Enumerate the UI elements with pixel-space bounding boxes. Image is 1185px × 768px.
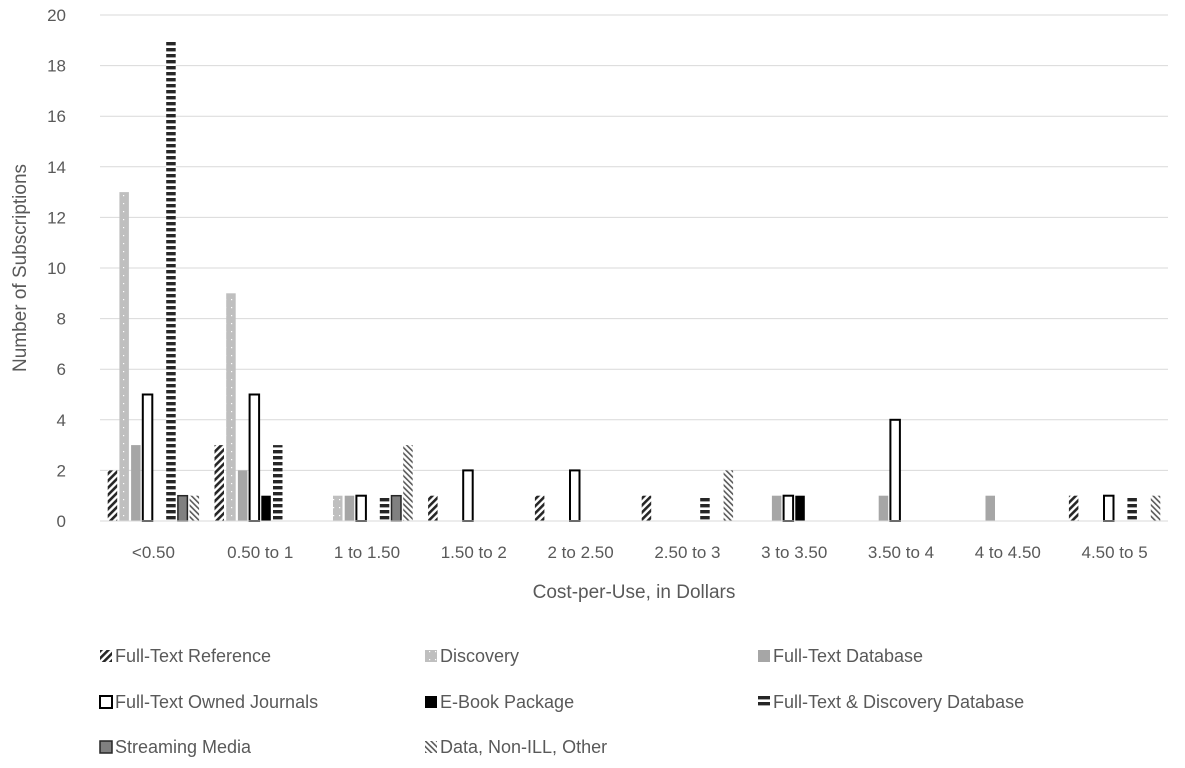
x-tick-label: 3.50 to 4 [868, 543, 934, 562]
bar [189, 495, 200, 521]
x-tick-label: 3 to 3.50 [761, 543, 827, 562]
bar [641, 495, 652, 521]
legend-swatch [99, 695, 113, 709]
y-tick-label: 20 [47, 6, 66, 25]
legend-label: Full-Text Reference [115, 646, 271, 666]
y-tick-label: 18 [47, 57, 66, 76]
x-axis-ticks: <0.50 0.50 to 1 1 to 1.50 1.50 to 2 2 to 2.5… [132, 543, 1148, 562]
legend-label: Data, Non-ILL, Other [440, 737, 607, 757]
bar [403, 445, 413, 521]
bar [237, 470, 248, 521]
y-tick-label: 2 [57, 461, 66, 480]
bar [226, 293, 236, 521]
bar [878, 495, 889, 521]
bar [273, 445, 283, 521]
bar [344, 495, 355, 521]
bar [1127, 495, 1137, 521]
legend: Full-Text Reference Discovery Full-Text Da… [99, 646, 1024, 757]
bar [107, 470, 118, 521]
legend-label: E-Book Package [440, 692, 574, 712]
gridlines [100, 14, 1168, 471]
bar [141, 393, 154, 522]
x-tick-label: 1.50 to 2 [441, 543, 507, 562]
y-axis-ticks: 0 2 4 6 8 10 12 14 16 18 20 [47, 6, 66, 531]
bar [1068, 495, 1079, 521]
bar [771, 495, 782, 521]
x-tick-label: 2 to 2.50 [548, 543, 614, 562]
y-tick-label: 0 [57, 512, 66, 531]
bar [1103, 494, 1115, 523]
bar [355, 494, 367, 523]
legend-label: Full-Text Database [773, 646, 923, 666]
bar [248, 393, 261, 522]
y-tick-label: 6 [57, 360, 66, 379]
bar [390, 494, 402, 522]
bar [723, 470, 734, 521]
bar [1150, 495, 1161, 521]
bar [985, 495, 995, 521]
legend-swatch [425, 650, 437, 662]
legend-label: Discovery [440, 646, 519, 666]
x-tick-label: 4 to 4.50 [975, 543, 1041, 562]
x-tick-label: 1 to 1.50 [334, 543, 400, 562]
y-tick-label: 16 [47, 107, 66, 126]
x-tick-label: 4.50 to 5 [1082, 543, 1148, 562]
bar [462, 469, 474, 522]
x-axis-title: Cost-per-Use, in Dollars [533, 582, 736, 603]
bar [261, 495, 271, 521]
legend-swatch [758, 696, 770, 708]
bar [569, 469, 581, 522]
y-tick-label: 4 [57, 411, 66, 430]
bar [333, 495, 343, 521]
y-tick-label: 8 [57, 310, 66, 329]
legend-label: Full-Text Owned Journals [115, 692, 318, 712]
legend-swatch [758, 650, 770, 662]
legend-swatch [99, 740, 113, 754]
bar [700, 495, 710, 521]
y-tick-label: 12 [47, 208, 66, 227]
bar [177, 494, 189, 522]
bar [166, 40, 176, 522]
legend-swatch [425, 696, 437, 708]
y-axis-title: Number of Subscriptions [10, 164, 31, 372]
x-tick-label: 2.50 to 3 [654, 543, 720, 562]
bar [782, 494, 795, 523]
legend-label: Full-Text & Discovery Database [773, 692, 1024, 712]
bar [889, 418, 901, 522]
bar [534, 495, 545, 521]
x-tick-label: <0.50 [132, 543, 175, 562]
legend-swatch [100, 650, 112, 662]
bars [107, 40, 1161, 523]
y-tick-label: 10 [47, 259, 66, 278]
y-tick-label: 14 [47, 158, 66, 177]
legend-swatch [425, 741, 437, 753]
bar [795, 495, 805, 521]
bar [379, 495, 390, 521]
bar [428, 495, 438, 521]
x-tick-label: 0.50 to 1 [227, 543, 293, 562]
legend-label: Streaming Media [115, 737, 252, 757]
bar [119, 192, 129, 521]
bar [214, 445, 224, 521]
bar [131, 445, 141, 521]
